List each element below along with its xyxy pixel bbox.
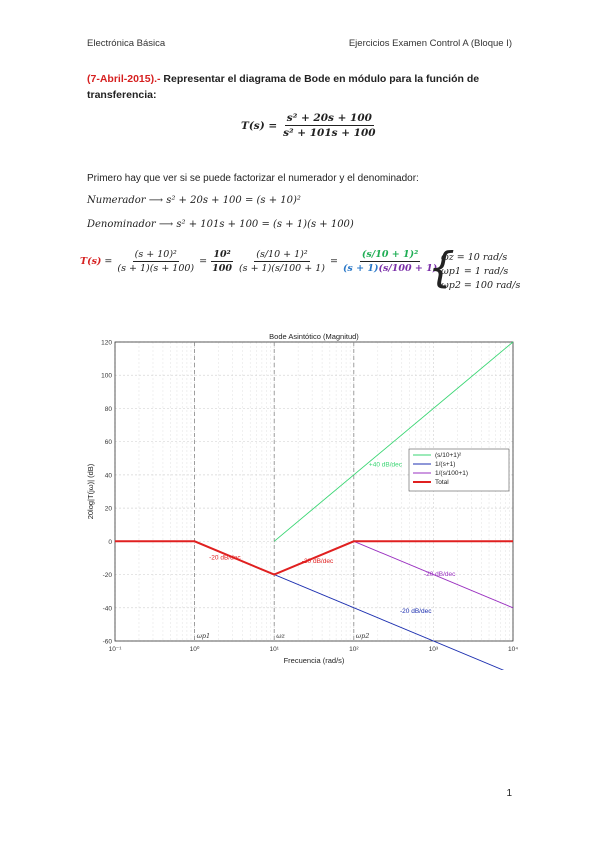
eq1-fraction: s² + 20s + 100 s² + 101s + 100 bbox=[281, 112, 377, 139]
x-tick-label: 10² bbox=[349, 646, 359, 653]
eq2-lhs: T(s) bbox=[80, 256, 102, 267]
freq-wp1: ωp1 = 1 rad/s bbox=[441, 266, 509, 277]
eq1-numerator: s² + 20s + 100 bbox=[284, 112, 374, 126]
header-exam: Ejercicios Examen Control A (Bloque I) bbox=[348, 38, 512, 49]
series-line bbox=[273, 341, 514, 542]
series-line bbox=[353, 540, 514, 609]
corner-frequencies: { ωz = 10 rad/s ωp1 = 1 rad/s ωp2 = 100 … bbox=[428, 247, 521, 293]
factorization-intro: Primero hay que ver si se puede factoriz… bbox=[87, 173, 419, 184]
slope-annotation: -20 dB/dec bbox=[209, 555, 241, 562]
plot-frame bbox=[114, 341, 514, 642]
corner-label: ωp2 bbox=[356, 632, 370, 640]
y-tick-label: 120 bbox=[101, 340, 112, 347]
eq2-f3-den-b: (s/100 + 1) bbox=[378, 263, 438, 274]
chart-title: Bode Asintótico (Magnitud) bbox=[269, 332, 359, 341]
y-tick-label: 40 bbox=[105, 472, 113, 479]
y-tick-label: -20 bbox=[103, 572, 113, 579]
eq2-fraction-3: (s/10 + 1)² (s + 1)(s/100 + 1) bbox=[341, 249, 439, 274]
freq-wp2: ωp2 = 100 rad/s bbox=[441, 280, 521, 291]
page-number: 1 bbox=[506, 788, 512, 799]
factored-equation: T(s) = (s + 10)² (s + 1)(s + 100) = 10² 1… bbox=[80, 249, 439, 274]
y-tick-label: 80 bbox=[105, 406, 113, 413]
eq2-fraction-2b: (s/10 + 1)² (s + 1)(s/100 + 1) bbox=[237, 249, 327, 274]
header-course: Electrónica Básica bbox=[87, 38, 166, 49]
y-tick-label: -60 bbox=[103, 639, 113, 646]
bode-chart: ωp1 ωz ωp2 -60 -40 -20 0 20 40 60 80 100 120 10⁻¹ 10⁰ 1… bbox=[86, 332, 518, 670]
eq2-f2-den: (s + 1)(s/100 + 1) bbox=[238, 263, 325, 274]
y-axis-label: 20log|T(jω)| (dB) bbox=[86, 463, 95, 519]
eq2-f3-den-a: (s + 1) bbox=[342, 263, 379, 274]
freq-wz: ωz = 10 rad/s bbox=[441, 252, 508, 263]
eq2-fraction-2a: 10² 100 bbox=[210, 249, 234, 274]
legend-label: Total bbox=[435, 479, 449, 486]
y-tick-label: 0 bbox=[108, 539, 112, 546]
exercise-date: (7-Abril-2015).- bbox=[87, 73, 161, 85]
transfer-function-equation: T(s) = s² + 20s + 100 s² + 101s + 100 bbox=[241, 112, 378, 139]
y-tick-label: 60 bbox=[105, 439, 113, 446]
plot-area bbox=[115, 342, 513, 641]
series-line bbox=[115, 540, 513, 576]
brace-symbol: { bbox=[428, 243, 455, 292]
exercise-text: Representar el diagrama de Bode en módul… bbox=[87, 73, 480, 101]
eq2-f3-num: (s/10 + 1)² bbox=[359, 249, 421, 262]
x-tick-label: 10⁻¹ bbox=[109, 646, 123, 653]
denominator-equation: Denominador ⟶ s² + 101s + 100 = (s + 1)(… bbox=[87, 219, 354, 230]
eq2-f1-den: (s + 1)(s + 100) bbox=[117, 263, 195, 274]
eq1-lhs: T(s) = bbox=[241, 119, 278, 132]
legend-label: 1/(s/100+1) bbox=[435, 470, 468, 477]
eq2-f1-num: (s + 10)² bbox=[132, 249, 179, 262]
slope-annotation: +40 dB/dec bbox=[369, 462, 403, 469]
legend-box bbox=[408, 448, 510, 492]
legend-label: (s/10+1)² bbox=[435, 452, 462, 459]
slope-annotation: -20 dB/dec bbox=[400, 608, 432, 615]
x-tick-label: 10⁴ bbox=[508, 646, 518, 653]
numerator-equation: Numerador ⟶ s² + 20s + 100 = (s + 10)² bbox=[87, 195, 301, 206]
x-tick-label: 10³ bbox=[429, 646, 439, 653]
y-tick-label: 20 bbox=[105, 506, 113, 513]
slope-annotation: -20 dB/dec bbox=[302, 558, 334, 565]
eq1-denominator: s² + 101s + 100 bbox=[283, 127, 376, 139]
x-tick-label: 10⁰ bbox=[190, 645, 200, 653]
eq2-f2-coef-den: 100 bbox=[212, 263, 232, 274]
corner-label: ωz bbox=[276, 632, 285, 640]
slope-annotation: -20 dB/dec bbox=[424, 571, 456, 578]
x-tick-label: 10¹ bbox=[269, 646, 279, 653]
y-tick-label: -40 bbox=[103, 605, 113, 612]
exercise-statement: (7-Abril-2015).- Representar el diagrama… bbox=[87, 71, 517, 103]
eq2-fraction-1: (s + 10)² (s + 1)(s + 100) bbox=[115, 249, 196, 274]
x-axis-label: Frecuencia (rad/s) bbox=[284, 656, 345, 665]
legend-label: 1/(s+1) bbox=[435, 461, 455, 468]
eq2-f2-coef-num: 10² bbox=[211, 249, 233, 262]
eq2-f2-num: (s/10 + 1)² bbox=[254, 249, 310, 262]
corner-label: ωp1 bbox=[197, 632, 211, 640]
y-tick-label: 100 bbox=[101, 373, 112, 380]
